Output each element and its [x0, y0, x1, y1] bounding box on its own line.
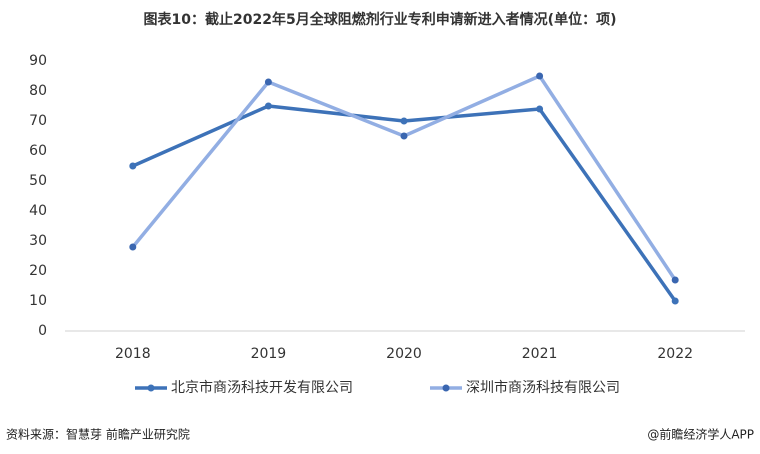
y-tick-label: 40	[29, 203, 47, 219]
legend-label: 深圳市商汤科技有限公司	[466, 379, 620, 396]
point	[671, 297, 679, 305]
x-tick-label: 2020	[386, 346, 422, 362]
y-tick-label: 10	[29, 293, 47, 309]
x-tick-label: 2022	[657, 346, 693, 362]
chart-title: 图表10：截止2022年5月全球阻燃剂行业专利申请新进入者情况(单位：项)	[144, 11, 617, 28]
y-tick-label: 60	[29, 143, 47, 159]
x-tick-label: 2018	[115, 346, 151, 362]
point	[400, 117, 408, 125]
x-tick-label: 2021	[522, 346, 558, 362]
point	[129, 243, 137, 251]
y-tick-label: 50	[29, 173, 47, 189]
point	[129, 162, 137, 170]
x-tick-label: 2019	[251, 346, 287, 362]
series-line	[131, 74, 677, 281]
y-tick-label: 70	[29, 113, 47, 129]
legend-label: 北京市商汤科技开发有限公司	[171, 379, 353, 396]
y-tick-label: 30	[29, 233, 47, 249]
y-tick-label: 0	[38, 323, 47, 339]
legend-marker	[442, 384, 450, 392]
source: 资料来源：智慧芽 前瞻产业研究院	[6, 427, 190, 442]
point	[264, 78, 272, 86]
point	[400, 132, 408, 140]
point	[264, 102, 272, 110]
y-tick-label: 80	[29, 83, 47, 99]
y-tick-label: 20	[29, 263, 47, 279]
y-tick-label: 90	[29, 53, 47, 69]
legend-marker	[147, 384, 155, 392]
point	[536, 105, 544, 113]
point	[536, 72, 544, 80]
point	[671, 276, 679, 284]
credit: @前瞻经济学人APP	[647, 427, 754, 442]
